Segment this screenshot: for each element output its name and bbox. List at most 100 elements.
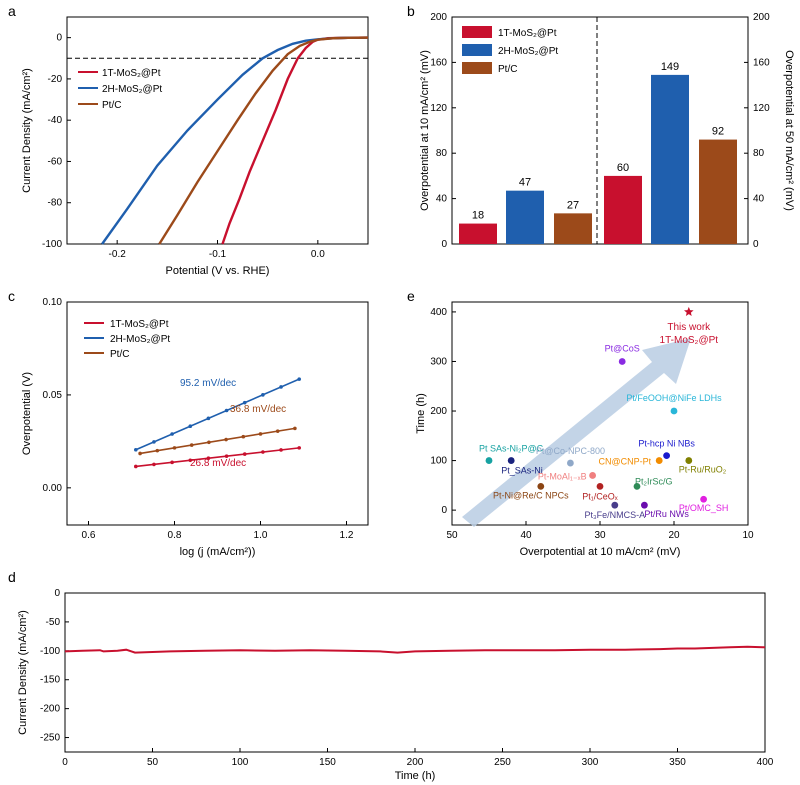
data-point-0 [261,450,265,454]
data-point-1 [188,424,193,428]
scatter-point-7 [685,457,693,464]
this-work-star [684,306,694,316]
x-tick-label: 30 [594,530,606,541]
scatter-label-9: Pt₁/CeOₓ [582,491,618,501]
x-tick-label: 0.6 [82,530,96,541]
scatter-point-3 [507,457,515,464]
panel-letter-c: c [8,288,15,304]
panel-letter-a: a [8,3,16,19]
x-tick-label: -0.2 [109,249,127,260]
x-tick-label: 400 [757,757,774,768]
legend-swatch-2 [462,62,492,74]
scatter-label-2: Pt SAs-Ni₂P@C [479,444,544,454]
panel-letter-e: e [407,288,415,304]
y-tick-label: -20 [48,74,63,85]
y-tick-label: -100 [42,239,62,250]
legend-label: Pt/C [110,349,129,360]
legend-label: 2H-MoS₂@Pt [102,84,162,95]
x-tick-label: -0.1 [209,249,227,260]
data-point-2 [172,446,177,450]
scatter-label-3: Pt_SAs-Ni [501,466,543,476]
bar-value-label: 18 [472,210,484,222]
x-tick-label: 50 [446,530,458,541]
y-tick-label-left: 200 [430,12,447,23]
y-tick-label-right: 0 [753,239,759,250]
scatter-point-0 [618,358,626,365]
scatter-label-8: Pt-MoAl₁₋ₓB [538,471,587,481]
fit-line-1 [135,378,300,451]
x-tick-label: 50 [147,757,159,768]
data-point-2 [293,426,297,431]
y-tick-label: 0 [56,33,62,44]
slope-label-0: 26.8 mV/dec [190,458,246,469]
scatter-point-12 [611,501,619,509]
x-tick-label: 10 [742,530,754,541]
x-tick-label: 100 [232,757,249,768]
scatter-point-5 [663,452,670,460]
bar-value-label: 60 [617,162,629,174]
bar-1-1 [651,74,689,244]
scatter-label-10: Pt₂IrSc/G [635,476,673,486]
y-tick-label-left: 120 [430,103,447,114]
y-tick-label: -200 [40,704,60,715]
panel-d-chart: 0 50 100 150 200 250 300 350 400 0 -50 -100 -150 -200… [17,588,774,782]
y-tick-label-left: 160 [430,57,447,68]
data-point-0 [224,454,229,458]
y-tick-label: -250 [40,733,60,744]
scatter-point-2 [485,457,493,464]
legend-label: 1T-MoS₂@Pt [498,28,557,39]
scatter-point-14 [700,495,707,503]
x-tick-label: 300 [582,757,599,768]
data-point-0 [152,462,156,467]
y-tick-label-right: 160 [753,57,770,68]
bar-value-label: 47 [519,177,531,189]
slope-label-1: 95.2 mV/dec [180,378,236,389]
x-tick-label: 150 [319,757,336,768]
panel-c-chart: 0.6 0.8 1.0 1.2 0.00 0.05 0.10 log (j (mA/cm²))… [21,297,369,558]
x-tick-label: 40 [520,530,532,541]
data-point-2 [155,448,160,453]
scatter-label-12: Pt₃Fe/NMCS-A [584,510,645,520]
y-tick-label-left: 40 [436,194,448,205]
data-point-1 [261,393,265,397]
data-point-0 [134,464,138,469]
legend-label: 2H-MoS₂@Pt [498,46,558,57]
x-axis-label: log (j (mA/cm²)) [180,546,256,558]
y-axis-label: Current Density (mA/cm²) [17,610,29,735]
data-point-0 [170,460,174,465]
scatter-label-5: Pt-hcp Ni NBs [638,439,695,449]
scatter-point-11 [537,482,545,490]
y-tick-label: 300 [430,356,447,367]
y-tick-label-right: 120 [753,103,770,114]
trend-arrow [462,338,691,527]
panel-letter-b: b [407,3,415,19]
legend-label: 2H-MoS₂@Pt [110,334,170,345]
y-tick-label: 0.10 [43,297,63,308]
data-point-1 [206,416,211,421]
scatter-point-13 [641,501,648,509]
data-point-0 [297,446,302,450]
this-work-label-2: 1T-MoS₂@Pt [660,335,719,346]
axes-frame [66,301,369,526]
y-axis-label: Current Density (mA/cm²) [21,68,33,193]
y-tick-label: -50 [46,617,61,628]
x-axis-label: Potential (V vs. RHE) [166,265,270,277]
y-tick-label: 0 [54,588,60,599]
scatter-label-0: Pt@CoS [605,343,640,353]
scatter-point-1 [670,407,678,415]
y-tick-label: 100 [430,456,447,467]
legend-label: 1T-MoS₂@Pt [110,319,169,330]
scatter-label-1: Pt/FeOOH@NiFe LDHs [626,393,722,403]
y-tick-label-left: 0 [441,239,447,250]
y-tick-label: -60 [48,156,63,167]
axes-frame [64,592,766,753]
x-tick-label: 0.0 [311,249,325,260]
y-axis-label-left: Overpotential at 10 mA/cm² (mV) [419,50,431,211]
y-tick-label-right: 200 [753,12,770,23]
y-tick-label: -150 [40,675,60,686]
scatter-point-8 [589,472,596,479]
data-point-2 [138,451,142,456]
y-tick-label: 0.00 [43,483,63,494]
